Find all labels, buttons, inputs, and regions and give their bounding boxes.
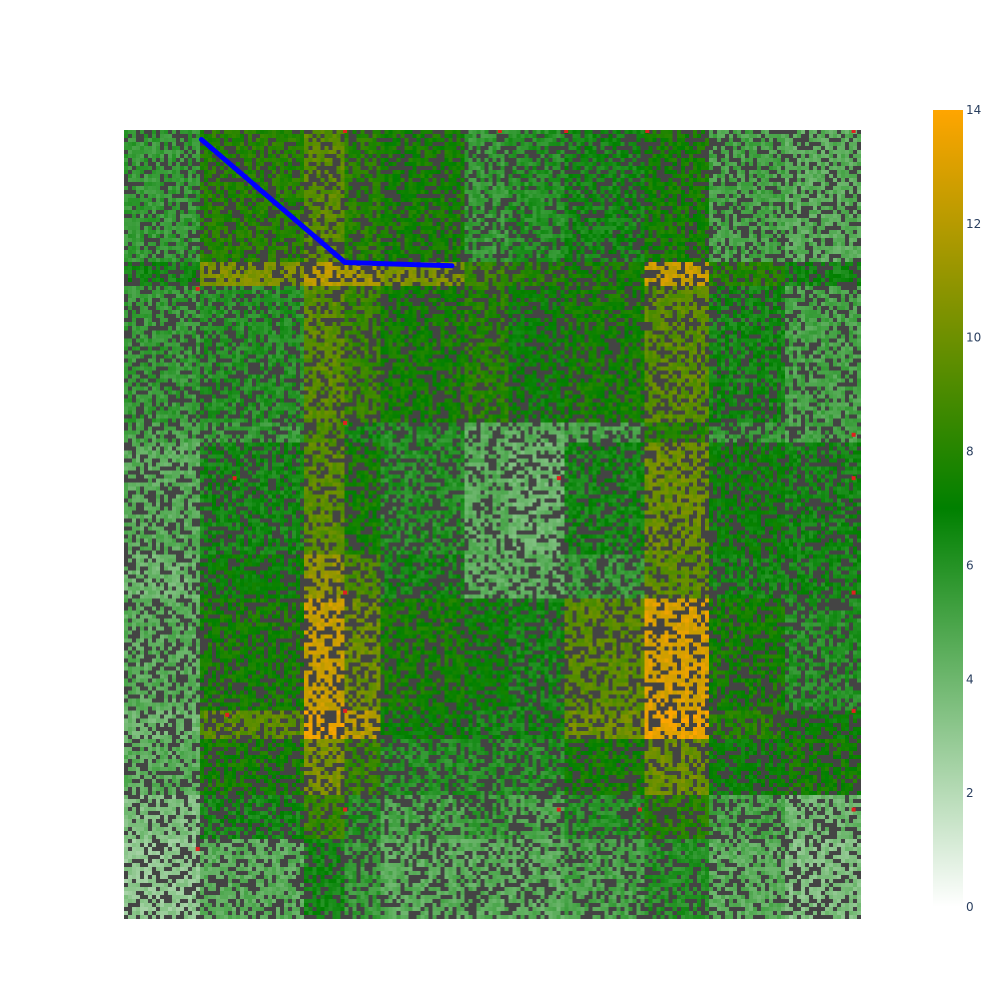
- highlight-marker: [343, 420, 348, 425]
- highlight-marker: [851, 476, 856, 481]
- highlight-marker: [225, 712, 230, 717]
- highlight-marker: [343, 590, 348, 595]
- path-line[interactable]: [198, 136, 455, 269]
- highlight-marker: [851, 590, 856, 595]
- highlight-marker: [851, 807, 856, 812]
- colorbar-tick-label: 14: [966, 103, 981, 117]
- colorbar-tick-label: 0: [966, 900, 974, 914]
- colorbar[interactable]: 0 2 4 6 8 10 12 14: [933, 103, 981, 914]
- highlight-marker: [851, 708, 856, 713]
- heatmap-cells: [124, 130, 861, 919]
- heatmap-plot-area[interactable]: [124, 129, 861, 919]
- highlight-marker: [564, 130, 569, 134]
- highlight-marker: [645, 130, 650, 134]
- colorbar-tick-label: 2: [966, 786, 974, 800]
- highlight-marker: [851, 130, 856, 134]
- colorbar-ticks: 0 2 4 6 8 10 12 14: [966, 103, 981, 914]
- highlight-marker: [232, 476, 237, 481]
- colorbar-tick-label: 12: [966, 217, 981, 231]
- highlight-marker: [497, 130, 502, 134]
- highlight-marker: [343, 807, 348, 812]
- colorbar-tick-label: 10: [966, 331, 981, 345]
- highlight-marker: [343, 708, 348, 713]
- highlight-marker: [851, 432, 856, 437]
- highlight-marker: [556, 476, 561, 481]
- highlight-marker: [195, 846, 200, 851]
- heatmap-highlight-markers: [195, 130, 856, 851]
- colorbar-bar: [933, 110, 963, 907]
- highlight-marker: [343, 130, 348, 134]
- colorbar-tick-label: 6: [966, 558, 974, 572]
- highlight-marker: [637, 807, 642, 812]
- colorbar-tick-label: 8: [966, 445, 974, 459]
- highlight-marker: [556, 807, 561, 812]
- colorbar-tick-label: 4: [966, 672, 974, 686]
- highlight-marker: [195, 286, 200, 291]
